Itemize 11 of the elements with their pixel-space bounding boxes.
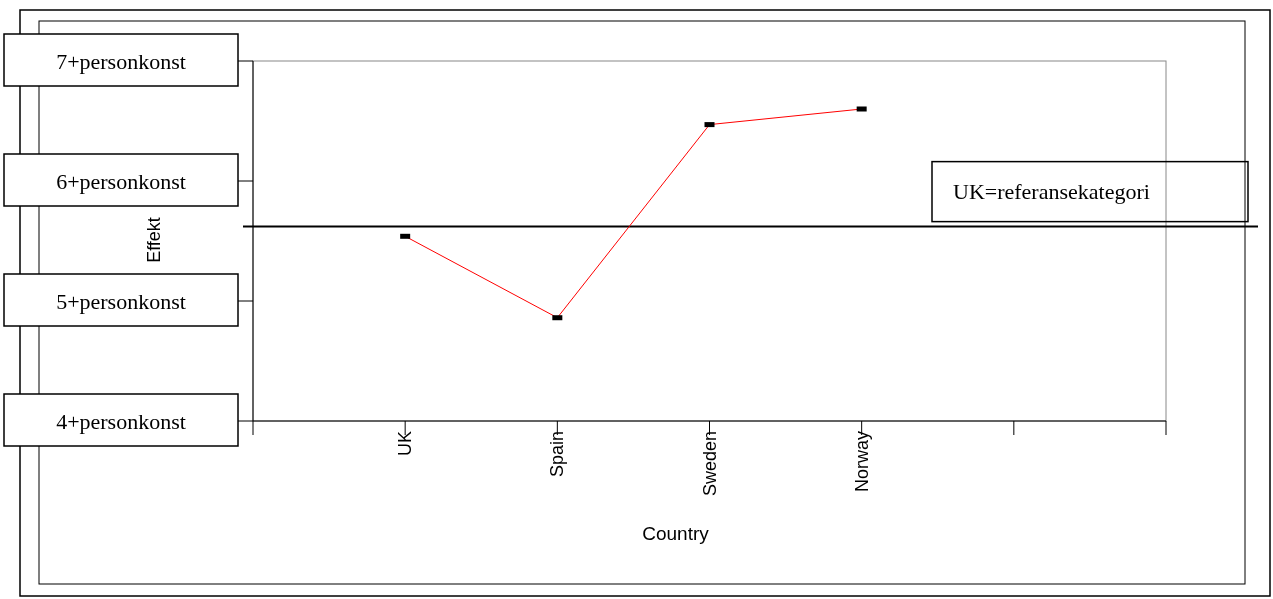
text: 5+personkonst (56, 288, 186, 314)
text: 6+personkonst (56, 168, 186, 194)
ref-line-label: UK=referansekategori (953, 179, 1150, 205)
x-tick-label: Spain (547, 431, 568, 478)
x-axis-title: Country (642, 523, 710, 544)
text: 4+personkonst (56, 408, 186, 434)
x-tick-label: UK (395, 431, 416, 457)
text: 7+personkonst (56, 48, 186, 74)
y-axis-title: Effekt (144, 217, 164, 263)
x-tick-label: Sweden (699, 431, 720, 497)
x-tick-label: Norway (851, 431, 872, 493)
